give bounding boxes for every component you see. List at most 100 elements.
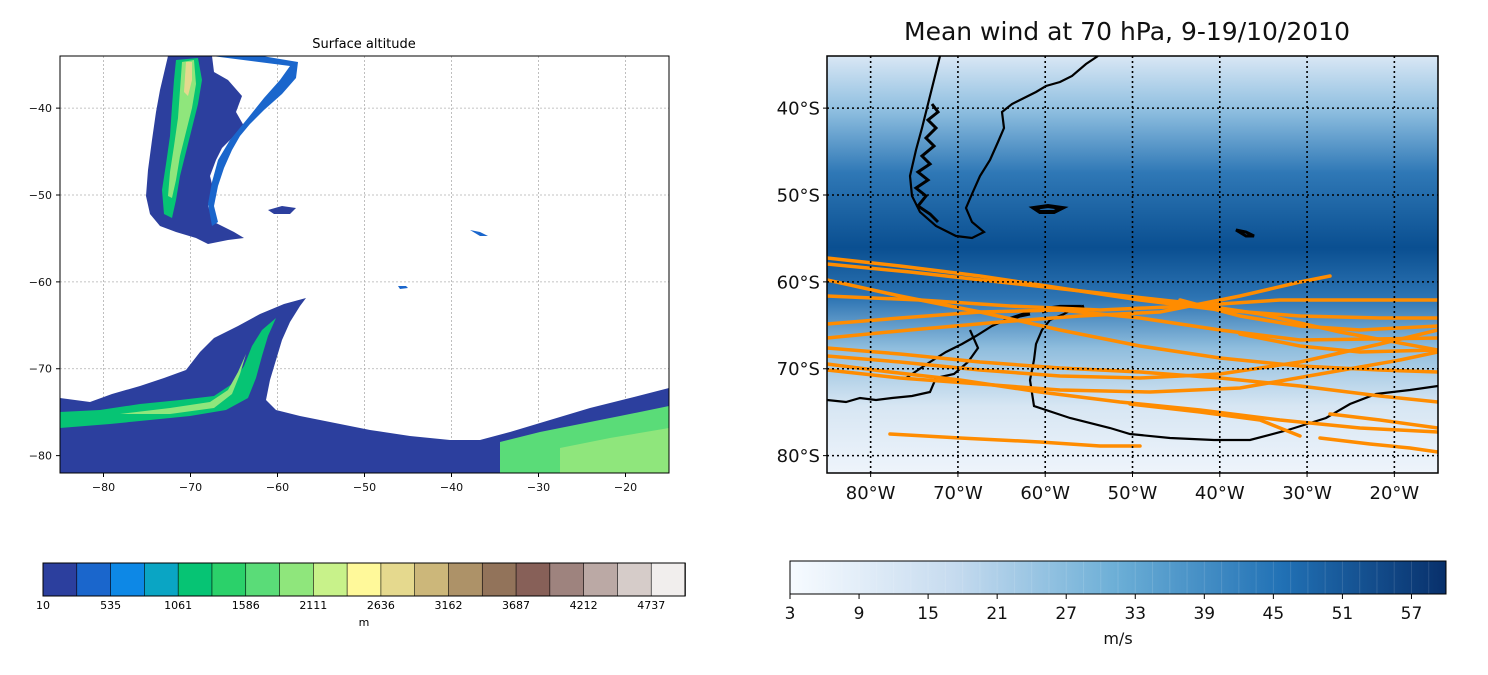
y-tick-label: 70°S: [777, 359, 820, 380]
altitude-colorbar-tick-label: 1061: [164, 599, 192, 612]
south-georgia: [470, 230, 488, 236]
track-15: [1318, 436, 1438, 454]
altitude-colorbar-swatch: [346, 562, 382, 597]
wind-colorbar: 3 9 15 21 27 33 39 45 51 57 m/s: [785, 560, 1447, 648]
y-tick-label: −70: [29, 363, 52, 376]
andes-high: [184, 62, 192, 96]
track-16: [1328, 412, 1438, 430]
altitude-colorbar-tick-label: 2636: [367, 599, 395, 612]
south-orkney: [398, 286, 408, 289]
altitude-colorbar-swatch: [583, 562, 619, 597]
altitude-colorbar-tick-label: 1586: [232, 599, 260, 612]
wind-field: [827, 56, 1438, 473]
wind-colorbar-tick-label: 33: [1124, 604, 1146, 624]
wind-colorbar-tick-label: 15: [917, 604, 939, 624]
y-tick-label: 60°S: [777, 272, 820, 293]
chile-fjords: [913, 103, 941, 224]
wind-colorbar-tick-label: 21: [986, 604, 1008, 624]
wind-colorbar-tick-label: 39: [1193, 604, 1215, 624]
wind-colorbar-tick-label: 45: [1263, 604, 1285, 624]
altitude-colorbar-tick-label: 4212: [570, 599, 598, 612]
track-14: [1128, 402, 1302, 438]
right-map-panel: Mean wind at 70 hPa, 9-19/10/2010: [777, 17, 1447, 648]
altitude-colorbar: 10 535 1061 1586 2111 2636 3162 3687 4212 4737 m: [36, 562, 686, 629]
altitude-colorbar-swatch: [211, 562, 247, 597]
right-axes: 80°W 70°W 60°W 50°W 40°W 30°W 20°W 40°S 50°S 60°S…: [777, 99, 1420, 504]
wind-colorbar-tick-label: 3: [785, 604, 796, 624]
wind-colorbar-tick-label: 57: [1401, 604, 1423, 624]
x-tick-label: 80°W: [846, 483, 896, 504]
right-map-area: [827, 56, 1438, 473]
antarctica-altitude: [60, 298, 669, 473]
antarctica-plateau: [120, 354, 246, 414]
left-map-title: Surface altitude: [312, 37, 416, 52]
altitude-colorbar-swatch: [110, 562, 146, 597]
track-9: [827, 362, 1438, 434]
track-7: [827, 346, 1438, 404]
x-tick-label: 20°W: [1370, 483, 1420, 504]
wind-colorbar-tick-label: 51: [1332, 604, 1354, 624]
left-axes: −80 −70 −60 −50 −40 −30 −20 −40 −50 −60 −70 −80: [29, 102, 637, 494]
altitude-colorbar-swatch: [549, 562, 585, 597]
x-tick-label: 30°W: [1282, 483, 1332, 504]
x-tick-label: 70°W: [933, 483, 983, 504]
track-6: [827, 274, 1332, 340]
x-tick-label: −80: [92, 481, 115, 494]
altitude-colorbar-tick-label: 2111: [299, 599, 327, 612]
altitude-colorbar-swatch: [414, 562, 450, 597]
altitude-colorbar-swatch: [481, 562, 517, 597]
altitude-colorbar-tick-label: 535: [100, 599, 121, 612]
y-tick-label: −40: [29, 102, 52, 115]
wind-colorbar-steps: [806, 561, 1430, 594]
y-tick-label: 50°S: [777, 185, 820, 206]
track-10: [827, 350, 1438, 394]
andes-mid: [168, 60, 196, 198]
altitude-colorbar-swatch: [617, 562, 653, 597]
y-tick-label: −50: [29, 189, 52, 202]
right-map-title: Mean wind at 70 hPa, 9-19/10/2010: [904, 17, 1350, 46]
altitude-colorbar-tick-label: 4737: [637, 599, 665, 612]
south-america-coast: [208, 56, 298, 226]
x-tick-label: −60: [266, 481, 289, 494]
altitude-colorbar-frame: [42, 562, 686, 597]
altitude-colorbar-tick-label: 3687: [502, 599, 530, 612]
altitude-colorbar-swatch: [650, 562, 686, 597]
y-tick-label: −80: [29, 450, 52, 463]
wind-colorbar-ticks: 3 9 15 21 27 33 39 45 51 57: [785, 594, 1423, 624]
y-tick-label: −60: [29, 276, 52, 289]
y-tick-label: 40°S: [777, 99, 820, 120]
track-12: [1238, 332, 1438, 354]
x-tick-label: −30: [527, 481, 550, 494]
south-america-coastline: [908, 56, 1099, 240]
altitude-colorbar-swatch: [245, 562, 281, 597]
altitude-colorbar-swatches: [42, 562, 686, 597]
x-tick-label: 40°W: [1195, 483, 1245, 504]
wind-colorbar-unit: m/s: [1103, 629, 1132, 648]
altitude-colorbar-swatch: [76, 562, 112, 597]
wind-colorbar-tick-label: 9: [854, 604, 865, 624]
track-4: [827, 294, 1438, 312]
x-tick-label: 60°W: [1020, 483, 1070, 504]
altitude-colorbar-unit: m: [359, 616, 370, 629]
x-tick-label: −40: [440, 481, 463, 494]
altitude-colorbar-swatch: [279, 562, 315, 597]
altitude-colorbar-swatch: [515, 562, 551, 597]
antarctica-east-high: [560, 428, 669, 473]
wind-colorbar-tick-label: 27: [1055, 604, 1077, 624]
track-13: [888, 432, 1142, 448]
right-gridlines: [827, 56, 1438, 473]
altitude-colorbar-swatch: [144, 562, 179, 597]
left-map-panel: Surface altitude −80 −70 −60 −50 −40 −30 −20 −4…: [29, 37, 686, 629]
left-map-area: [60, 56, 669, 473]
y-tick-label: 80°S: [777, 446, 820, 467]
altitude-colorbar-ticks: 10 535 1061 1586 2111 2636 3162 3687 4212 4737: [36, 599, 665, 612]
altitude-colorbar-swatch: [448, 562, 484, 597]
x-tick-label: 50°W: [1108, 483, 1158, 504]
altitude-colorbar-swatch: [313, 562, 348, 597]
track-11: [1178, 298, 1438, 332]
x-tick-label: −70: [179, 481, 202, 494]
south-georgia-coast: [1235, 228, 1255, 238]
altitude-colorbar-tick-label: 10: [36, 599, 50, 612]
wind-colorbar-gradient: [790, 561, 1446, 594]
